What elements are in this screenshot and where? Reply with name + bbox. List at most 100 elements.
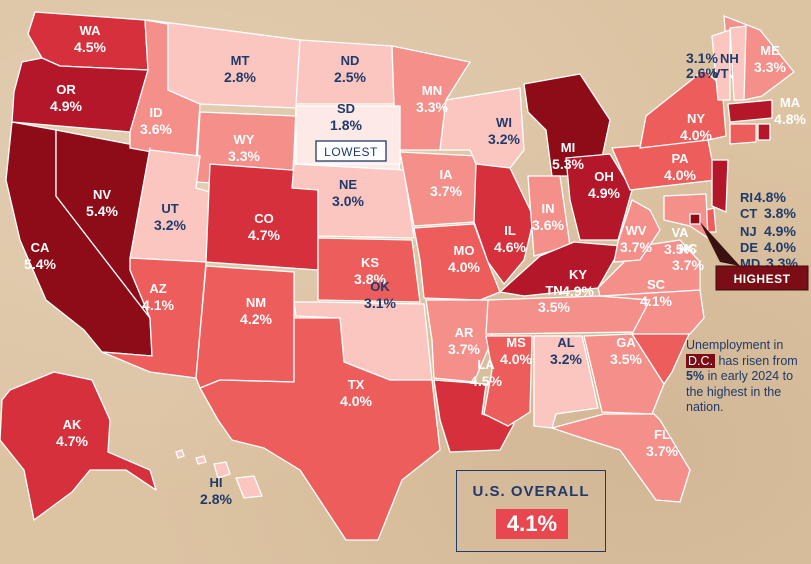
state-label-mn: MN [422, 83, 442, 98]
state-il [473, 163, 535, 285]
state-value-ut: 3.2% [154, 217, 186, 233]
state-label-me: ME [760, 43, 780, 58]
dc-note-pct: 5% [686, 369, 705, 383]
state-label-sc: SC [647, 277, 666, 292]
state-value-nh: 3.1% [686, 50, 718, 66]
state-value-mi: 5.3% [552, 156, 584, 172]
state-value-wa: 4.5% [74, 39, 106, 55]
state-nm [195, 265, 295, 389]
state-label-ri: RI [740, 190, 753, 205]
state-value-al: 3.2% [550, 351, 582, 367]
state-label-ca: CA [31, 240, 50, 255]
dc-note: Unemployment in D.C. has risen from 5% i… [686, 338, 804, 416]
state-value-va: 3.5% [664, 241, 696, 257]
state-in [527, 175, 571, 257]
state-value-il: 4.6% [494, 239, 526, 255]
state-value-de: 4.0% [764, 239, 796, 255]
state-label-tn: TN [545, 283, 562, 298]
state-label-ga: GA [616, 335, 636, 350]
state-value-tx: 4.0% [340, 393, 372, 409]
state-value-wy: 3.3% [228, 148, 260, 164]
state-label-ar: AR [455, 325, 474, 340]
state-value-az: 4.1% [142, 297, 174, 313]
state-ks [317, 237, 421, 303]
state-ny [639, 69, 727, 149]
state-label-nd: ND [341, 53, 360, 68]
state-label-ky: KY [569, 267, 587, 282]
highest-pointer [700, 222, 740, 266]
state-value-hi: 2.8% [200, 491, 232, 507]
state-label-mi: MI [561, 140, 575, 155]
state-label-or: OR [56, 82, 76, 97]
state-value-sc: 4.1% [640, 293, 672, 309]
state-label-nv: NV [93, 187, 111, 202]
state-label-ok: OK [370, 279, 390, 294]
state-nj [711, 159, 729, 213]
state-or [11, 57, 149, 133]
us-overall-value: 4.1% [496, 509, 568, 539]
state-value-ak: 4.7% [56, 433, 88, 449]
dc-note-part3: in early 2024 to the highest in the nati… [686, 369, 794, 414]
state-label-ct: CT [740, 206, 757, 221]
state-value-vt: 2.6% [686, 65, 718, 81]
state-label-tx: TX [348, 377, 365, 392]
state-label-mt: MT [231, 53, 250, 68]
state-value-nj: 4.9% [764, 223, 796, 239]
state-label-nc: NC [679, 241, 698, 256]
state-value-ri: 4.8% [754, 189, 786, 205]
dc-note-tag: D.C. [686, 353, 715, 368]
state-tx [199, 317, 441, 541]
state-label-wv: WV [626, 223, 647, 238]
state-label-wa: WA [80, 23, 102, 38]
state-value-ca: 5.4% [24, 256, 56, 272]
state-value-sd: 1.8% [330, 117, 362, 133]
state-ga [583, 333, 665, 415]
state-value-ne: 3.0% [332, 193, 364, 209]
state-value-mo: 4.0% [448, 259, 480, 275]
state-label-il: IL [504, 223, 516, 238]
state-value-fl: 3.7% [646, 443, 678, 459]
state-label-pa: PA [671, 151, 689, 166]
state-la [433, 379, 515, 453]
state-value-ok: 3.1% [364, 295, 396, 311]
state-value-ma: 4.8% [774, 111, 806, 127]
state-value-pa: 4.0% [664, 167, 696, 183]
state-wv [613, 199, 661, 263]
state-label-de: DE [740, 240, 758, 255]
state-ri [757, 123, 771, 141]
state-label-mo: MO [454, 243, 475, 258]
state-value-ga: 3.5% [610, 351, 642, 367]
state-value-nv: 5.4% [86, 203, 118, 219]
state-value-id: 3.6% [140, 121, 172, 137]
state-label-nh: NH [720, 51, 739, 66]
state-value-co: 4.7% [248, 227, 280, 243]
state-ma [727, 99, 773, 123]
state-value-nm: 4.2% [240, 311, 272, 327]
state-hi [175, 449, 263, 499]
state-label-ks: KS [361, 255, 379, 270]
state-fl [551, 413, 691, 503]
state-value-ny: 4.0% [680, 127, 712, 143]
state-ak [0, 371, 157, 521]
state-value-tn: 3.5% [538, 299, 570, 315]
state-value-ky: 4.9% [562, 283, 594, 299]
state-label-ma: MA [780, 95, 801, 110]
highest-callout-box [715, 265, 809, 291]
state-label-wi: WI [496, 115, 512, 130]
state-label-vt: VT [712, 66, 729, 81]
state-label-wy: WY [234, 132, 255, 147]
us-overall-title: U.S. OVERALL [472, 483, 590, 500]
state-dc [689, 213, 701, 225]
state-md [663, 193, 709, 239]
state-value-wi: 3.2% [488, 131, 520, 147]
state-value-oh: 4.9% [588, 185, 620, 201]
state-label-ut: UT [161, 201, 178, 216]
state-value-nc: 3.7% [672, 257, 704, 273]
state-label-nm: NM [246, 295, 266, 310]
highest-callout-label: HIGHEST [734, 272, 791, 286]
state-label-ak: AK [63, 417, 82, 432]
state-value-nd: 2.5% [334, 69, 366, 85]
state-value-mt: 2.8% [224, 69, 256, 85]
state-label-hi: HI [210, 475, 223, 490]
